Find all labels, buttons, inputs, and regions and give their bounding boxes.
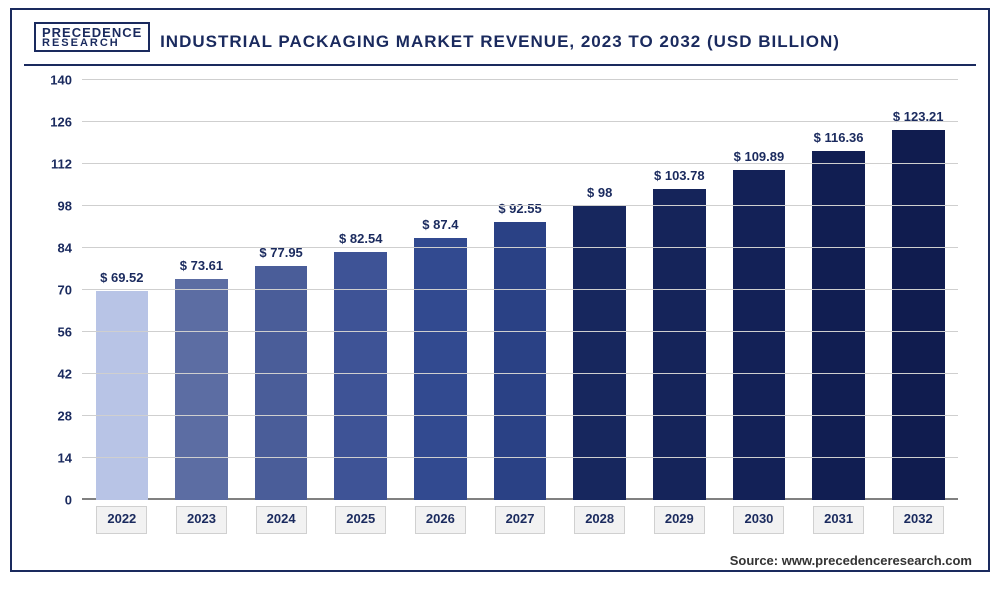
bar-value-label: $ 123.21 <box>893 109 944 124</box>
bar: $ 109.89 <box>733 170 786 500</box>
chart-title: INDUSTRIAL PACKAGING MARKET REVENUE, 202… <box>12 32 988 52</box>
bar-value-label: $ 116.36 <box>814 130 864 145</box>
x-axis-label: 2030 <box>733 506 784 534</box>
x-axis-label: 2032 <box>893 506 944 534</box>
bar-slot: $ 123.21 <box>878 80 958 500</box>
grid-line <box>82 247 958 248</box>
source-text: Source: www.precedenceresearch.com <box>730 553 972 568</box>
bar: $ 92.55 <box>494 222 547 500</box>
x-label-slot: 2026 <box>401 506 481 534</box>
x-label-slot: 2022 <box>82 506 162 534</box>
x-axis-label: 2031 <box>813 506 864 534</box>
x-axis-labels: 2022 2023 2024 2025 2026 2027 2028 2029 2030 2031… <box>82 506 958 534</box>
plot-area: $ 69.52 $ 73.61 $ 77.95 $ 82.54 $ 87.4 $ 92.5… <box>82 80 958 500</box>
bar-slot: $ 116.36 <box>799 80 879 500</box>
bar-slot: $ 103.78 <box>639 80 719 500</box>
y-tick-label: 70 <box>58 283 72 298</box>
x-axis-label: 2029 <box>654 506 705 534</box>
y-tick-label: 28 <box>58 409 72 424</box>
y-tick-label: 140 <box>50 73 72 88</box>
y-tick-label: 112 <box>51 157 72 172</box>
bars-container: $ 69.52 $ 73.61 $ 77.95 $ 82.54 $ 87.4 $ 92.5… <box>82 80 958 500</box>
bar: $ 69.52 <box>96 291 149 500</box>
bar-value-label: $ 69.52 <box>100 270 143 285</box>
grid-line <box>82 163 958 164</box>
grid-line <box>82 121 958 122</box>
x-label-slot: 2024 <box>241 506 321 534</box>
bar-value-label: $ 82.54 <box>339 231 382 246</box>
x-axis-label: 2028 <box>574 506 625 534</box>
x-axis-label: 2027 <box>495 506 546 534</box>
grid-line <box>82 289 958 290</box>
bar-slot: $ 82.54 <box>321 80 401 500</box>
y-tick-label: 0 <box>65 493 72 508</box>
bar-value-label: $ 98 <box>587 185 612 200</box>
bar-slot: $ 73.61 <box>162 80 242 500</box>
bar-value-label: $ 103.78 <box>654 168 705 183</box>
grid-line <box>82 415 958 416</box>
bar: $ 73.61 <box>175 279 228 500</box>
bar-slot: $ 109.89 <box>719 80 799 500</box>
bar: $ 103.78 <box>653 189 706 500</box>
grid-line <box>82 373 958 374</box>
bar-slot: $ 69.52 <box>82 80 162 500</box>
bar-slot: $ 77.95 <box>241 80 321 500</box>
title-divider <box>24 64 976 66</box>
grid-line <box>82 331 958 332</box>
x-label-slot: 2031 <box>799 506 879 534</box>
bar-slot: $ 98 <box>560 80 640 500</box>
bar-value-label: $ 92.55 <box>498 201 541 216</box>
grid-line <box>82 205 958 206</box>
x-label-slot: 2027 <box>480 506 560 534</box>
chart-frame: PRECEDENCE RESEARCH INDUSTRIAL PACKAGING… <box>10 8 990 572</box>
bar: $ 123.21 <box>892 130 945 500</box>
x-axis-label: 2025 <box>335 506 386 534</box>
bar: $ 116.36 <box>812 151 865 500</box>
x-axis-label: 2022 <box>96 506 147 534</box>
grid-line <box>82 457 958 458</box>
grid-line <box>82 79 958 80</box>
y-tick-label: 56 <box>58 325 72 340</box>
y-tick-label: 98 <box>58 199 72 214</box>
y-tick-label: 84 <box>58 241 72 256</box>
bar-value-label: $ 73.61 <box>180 258 223 273</box>
x-axis-label: 2024 <box>256 506 307 534</box>
x-label-slot: 2028 <box>560 506 640 534</box>
x-axis-label: 2026 <box>415 506 466 534</box>
bar-slot: $ 92.55 <box>480 80 560 500</box>
y-tick-label: 14 <box>58 451 72 466</box>
x-axis-label: 2023 <box>176 506 227 534</box>
x-label-slot: 2029 <box>639 506 719 534</box>
x-label-slot: 2023 <box>162 506 242 534</box>
bar: $ 77.95 <box>255 266 308 500</box>
x-label-slot: 2025 <box>321 506 401 534</box>
x-label-slot: 2030 <box>719 506 799 534</box>
bar: $ 87.4 <box>414 238 467 500</box>
y-tick-label: 126 <box>50 115 72 130</box>
x-label-slot: 2032 <box>878 506 958 534</box>
bar: $ 98 <box>573 206 626 500</box>
bar-slot: $ 87.4 <box>401 80 481 500</box>
bar-value-label: $ 87.4 <box>422 217 458 232</box>
y-tick-label: 42 <box>58 367 72 382</box>
